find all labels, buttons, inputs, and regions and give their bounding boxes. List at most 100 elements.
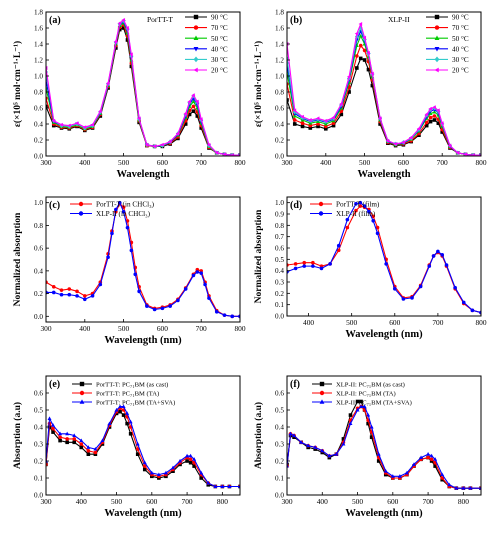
data-point-e-0-16 (135, 452, 140, 456)
data-point-c-1-21 (176, 298, 180, 303)
data-point-e-0-25 (192, 464, 196, 468)
data-point-b-4-9 (354, 34, 359, 40)
data-point-b-5-23 (436, 108, 440, 113)
y-tick-label-d-9: 0.9 (275, 211, 284, 219)
data-point-d-1-17 (410, 296, 414, 300)
data-point-d-1-10 (362, 204, 367, 208)
legend-label-f-2: XLP-II: PC₇₁BM (TA+SVA) (336, 400, 412, 407)
y-tick-label-e-3: 0.3 (34, 441, 43, 449)
data-point-c-1-27 (207, 296, 211, 300)
legend-marker-e-1 (79, 390, 85, 396)
y-tick-label-b-3: 0.6 (275, 105, 284, 113)
legend-c: PorTT-T (in CHCl₃)XLP-II (in CHCl₃) (70, 201, 155, 218)
data-point-e-1-5 (72, 437, 77, 441)
data-point-b-1-9 (355, 54, 359, 58)
x-tick-label-a-1: 400 (79, 158, 90, 167)
data-point-b-5-9 (354, 31, 359, 36)
y-axis-label-b: ε(×10⁵ mol·cm⁻¹·L⁻¹) (253, 41, 264, 127)
data-point-d-1-2 (302, 264, 307, 268)
x-axis-label-f: Wavelength (nm) (345, 508, 423, 519)
data-point-a-5-25 (206, 142, 211, 147)
data-point-a-1-22 (191, 104, 196, 109)
data-point-f-2-27 (447, 482, 452, 487)
y-axis-label-c: Normalized absorption (13, 212, 23, 306)
sample-name-b: XLP-II (388, 15, 410, 24)
data-point-b-0-9 (355, 66, 359, 70)
x-axis-label-c: Wavelength (nm) (104, 335, 182, 346)
data-point-a-5-17 (160, 142, 164, 147)
legend-label-b-1: 70 °C (452, 24, 469, 32)
legend-label-b-3: 40 °C (452, 45, 469, 53)
y-tick-label-f-5: 0.5 (275, 407, 284, 415)
x-tick-label-b-5: 800 (475, 158, 486, 167)
panel-label-b: (b) (290, 15, 302, 26)
data-point-a-2-22 (191, 99, 196, 104)
data-point-b-2-10 (358, 33, 363, 38)
x-tick-label-c-2: 500 (118, 324, 129, 333)
data-point-e-2-12 (118, 404, 123, 409)
legend-label-a-3: 40 °C (211, 45, 228, 53)
data-point-e-2-14 (125, 411, 130, 415)
data-point-f-0-14 (366, 421, 370, 426)
legend-marker-a-0 (193, 14, 199, 20)
y-tick-label-a-0: 0.0 (34, 153, 43, 161)
data-point-f-1-24 (429, 457, 434, 462)
series-line-e-0 (46, 411, 240, 488)
data-point-f-1-26 (440, 476, 445, 480)
data-point-b-0-14 (378, 122, 382, 126)
legend-label-a-0: 90 °C (211, 14, 228, 22)
data-point-c-1-7 (98, 282, 103, 287)
panel-label-c: (c) (49, 200, 60, 211)
data-point-b-5-5 (323, 118, 328, 123)
data-point-e-0-26 (199, 476, 203, 480)
data-point-a-5-27 (222, 152, 226, 156)
legend-marker-b-3 (434, 47, 440, 52)
panel-c: 300 400 500 600 700 800 0.0 0.2 0.4 0.6 0.8 1.0 Wave… (13, 196, 246, 346)
data-point-b-5-6 (331, 115, 335, 120)
data-point-e-2-11 (114, 407, 119, 412)
legend-marker-b-4 (434, 56, 440, 63)
plot-frame-b (286, 11, 482, 157)
x-tick-label-f-3: 600 (387, 497, 398, 506)
data-point-b-0-21 (428, 119, 433, 124)
x-tick-label-f-5: 800 (458, 497, 469, 506)
y-tick-label-e-1: 0.1 (34, 475, 43, 483)
legend-label-b-4: 30 °C (452, 56, 469, 64)
y-tick-label-d-8: 0.8 (275, 222, 284, 230)
data-point-b-5-11 (362, 35, 367, 40)
legend-a: 90 °C 70 °C 50 °C 40 °C 30 °C 20 °C (185, 14, 228, 75)
series-e-1 (46, 406, 240, 489)
y-tick-label-b-2: 0.4 (275, 121, 284, 129)
data-point-f-2-22 (419, 455, 424, 460)
legend-marker-b-2 (434, 35, 440, 40)
data-point-d-1-15 (392, 287, 397, 291)
data-point-f-0-25 (433, 464, 437, 468)
data-point-b-0-2 (300, 124, 305, 129)
x-tick-label-f-2: 500 (352, 497, 363, 506)
x-tick-label-b-3: 600 (398, 158, 409, 167)
data-point-d-1-4 (319, 266, 324, 271)
data-point-c-1-26 (203, 282, 207, 287)
data-point-b-0-20 (424, 123, 429, 128)
data-point-c-1-17 (145, 304, 149, 308)
data-point-e-2-9 (100, 438, 105, 443)
data-point-b-5-16 (393, 142, 398, 146)
data-point-f-0-15 (369, 435, 374, 439)
x-tick-label-e-2: 500 (111, 497, 122, 506)
data-point-b-0-1 (292, 122, 297, 126)
legend-label-d-0: PorTT-T (film) (336, 201, 380, 209)
legend-label-b-5: 20 °C (452, 67, 469, 75)
data-point-e-2-21 (171, 465, 175, 470)
data-point-b-0-4 (316, 124, 320, 129)
data-point-a-5-3 (67, 123, 71, 128)
panel-f: 300 400 500 600 700 800 0.0 0.1 0.2 0.3 0.4 0.5 0.6 W… (253, 375, 482, 519)
data-point-c-1-11 (117, 200, 122, 205)
legend-marker-a-2 (193, 35, 199, 40)
y-tick-label-d-3: 0.3 (275, 279, 284, 287)
y-tick-label-c-5: 1.0 (34, 199, 43, 207)
data-point-d-1-23 (444, 263, 449, 267)
data-point-f-0-12 (359, 399, 363, 404)
data-point-f-2-2 (292, 433, 297, 437)
data-point-e-2-28 (213, 484, 218, 488)
y-tick-label-a-7: 1.4 (34, 41, 43, 49)
